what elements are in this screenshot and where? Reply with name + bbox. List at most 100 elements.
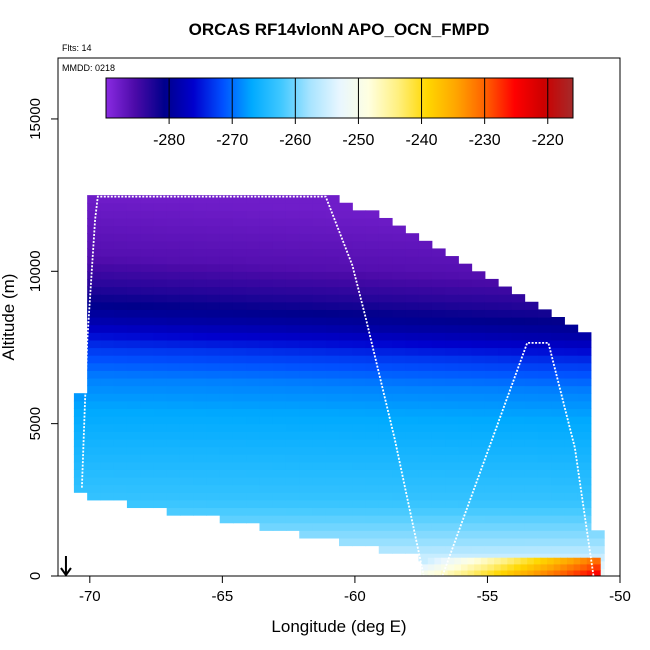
heatmap-cell <box>551 416 565 425</box>
heatmap-cell <box>259 438 274 448</box>
surface-cell <box>500 557 508 565</box>
heatmap-cell <box>285 522 300 531</box>
heatmap-cell <box>299 522 314 531</box>
heatmap-cell <box>551 454 565 463</box>
heatmap-cell <box>179 210 194 219</box>
heatmap-cell <box>140 370 155 379</box>
heatmap-cell <box>564 537 579 547</box>
heatmap-cell <box>325 355 340 364</box>
heatmap-cell <box>246 469 261 478</box>
heatmap-cell <box>206 469 221 478</box>
heatmap-cell <box>537 507 552 516</box>
heatmap-cell <box>445 278 459 288</box>
surface-cell <box>434 557 442 565</box>
heatmap-cell <box>272 263 287 272</box>
heatmap-cell <box>339 515 353 524</box>
heatmap-cell <box>418 400 433 410</box>
heatmap-cell <box>312 408 327 417</box>
heatmap-cell <box>206 271 221 280</box>
y-tick-label: 0 <box>27 572 44 580</box>
heatmap-cell <box>312 507 327 516</box>
heatmap-cell <box>577 537 592 547</box>
heatmap-cell <box>405 408 420 417</box>
heatmap-cell <box>378 233 393 242</box>
heatmap-cell <box>418 530 433 539</box>
heatmap-cell <box>179 423 194 432</box>
heatmap-cell <box>418 499 433 509</box>
heatmap-cell <box>392 377 406 387</box>
heatmap-cell <box>418 416 433 425</box>
heatmap-cell <box>73 423 88 432</box>
heatmap-cell <box>206 195 221 204</box>
heatmap-cell <box>219 370 234 379</box>
heatmap-cell <box>259 446 274 455</box>
heatmap-cell <box>445 408 459 417</box>
heatmap-cell <box>126 438 141 448</box>
heatmap-cell <box>179 278 194 288</box>
heatmap-cell <box>87 278 102 288</box>
heatmap-cell <box>193 370 208 379</box>
heatmap-cell <box>166 233 181 242</box>
heatmap-cell <box>232 393 247 402</box>
heatmap-cell <box>259 423 274 432</box>
surface-cell <box>547 569 555 576</box>
heatmap-cell <box>246 507 261 516</box>
heatmap-cell <box>246 301 261 310</box>
heatmap-cell <box>299 309 314 318</box>
heatmap-cell <box>524 332 539 341</box>
heatmap-cell <box>100 210 115 219</box>
heatmap-cell <box>445 347 459 356</box>
heatmap-cell <box>312 355 327 364</box>
heatmap-cell <box>113 423 128 432</box>
heatmap-cell <box>153 332 168 341</box>
heatmap-cell <box>246 202 261 211</box>
heatmap-cell <box>166 317 181 326</box>
heatmap-cell <box>232 332 247 341</box>
heatmap-cell <box>405 355 420 364</box>
heatmap-cell <box>524 522 539 531</box>
heatmap-cell <box>564 408 579 417</box>
surface-cell <box>527 569 535 576</box>
heatmap-cell <box>365 294 380 303</box>
heatmap-cell <box>219 217 234 227</box>
heatmap-cell <box>285 233 300 242</box>
heatmap-cell <box>140 324 155 333</box>
heatmap-cell <box>299 507 314 516</box>
heatmap-cell <box>471 423 486 432</box>
heatmap-cell <box>524 492 539 501</box>
heatmap-cell <box>431 263 446 272</box>
heatmap-cell <box>392 545 406 554</box>
heatmap-cell <box>325 431 340 440</box>
heatmap-cell <box>498 400 512 410</box>
heatmap-cell <box>246 515 261 524</box>
heatmap-cell <box>564 370 579 379</box>
x-tick-label: -60 <box>344 588 366 605</box>
heatmap-cell <box>87 324 102 333</box>
heatmap-cell <box>100 202 115 211</box>
surface-cell <box>474 557 482 565</box>
heatmap-cell <box>153 362 168 371</box>
heatmap-cell <box>100 461 115 470</box>
heatmap-cell <box>378 225 393 234</box>
heatmap-cell <box>219 339 234 349</box>
heatmap-cell <box>206 210 221 219</box>
heatmap-cell <box>498 377 512 387</box>
heatmap-cell <box>365 454 380 463</box>
heatmap-cell <box>431 370 446 379</box>
heatmap-cell <box>537 484 552 493</box>
heatmap-cell <box>378 461 393 470</box>
heatmap-cell <box>577 347 592 356</box>
heatmap-cell <box>299 263 314 272</box>
heatmap-cell <box>537 309 552 318</box>
heatmap-cell <box>325 522 340 531</box>
heatmap-cell <box>179 377 194 387</box>
heatmap-cell <box>140 195 155 204</box>
heatmap-cell <box>405 339 420 349</box>
heatmap-cell <box>140 256 155 265</box>
heatmap-cell <box>299 492 314 501</box>
heatmap-cell <box>378 278 393 288</box>
heatmap-cell <box>246 461 261 470</box>
heatmap-cell <box>524 461 539 470</box>
heatmap-cell <box>87 355 102 364</box>
